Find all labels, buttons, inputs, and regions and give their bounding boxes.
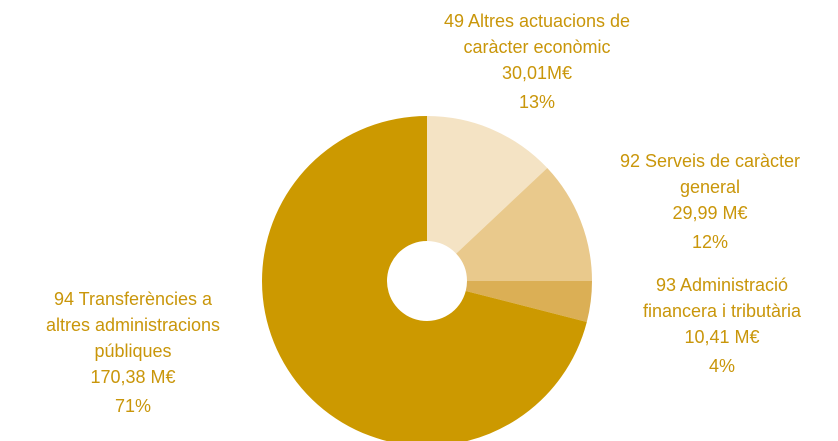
percent-label: 12%: [692, 232, 728, 252]
slice-label: financera i tributària: [643, 301, 802, 321]
slice-label: 94 Transferències a: [54, 289, 213, 309]
pie-slice: [456, 168, 592, 281]
pie-slice: [465, 281, 592, 323]
slice-label: 92 Serveis de caràcter: [620, 151, 800, 171]
pie-slice: [427, 116, 548, 254]
amount-label: 170,38 M€: [90, 367, 175, 387]
percent-label: 13%: [519, 92, 555, 112]
slice-label: altres administracions: [46, 315, 220, 335]
percent-label: 71%: [115, 396, 151, 416]
slice-label: caràcter econòmic: [463, 37, 610, 57]
amount-label: 30,01M€: [502, 63, 572, 83]
slice-label: públiques: [94, 341, 171, 361]
slice-label: 49 Altres actuacions de: [444, 11, 630, 31]
percent-label: 4%: [709, 356, 735, 376]
pie-slice: [262, 116, 587, 441]
slice-label: general: [680, 177, 740, 197]
amount-label: 10,41 M€: [684, 327, 759, 347]
slice-label: 93 Administració: [656, 275, 788, 295]
amount-label: 29,99 M€: [672, 203, 747, 223]
